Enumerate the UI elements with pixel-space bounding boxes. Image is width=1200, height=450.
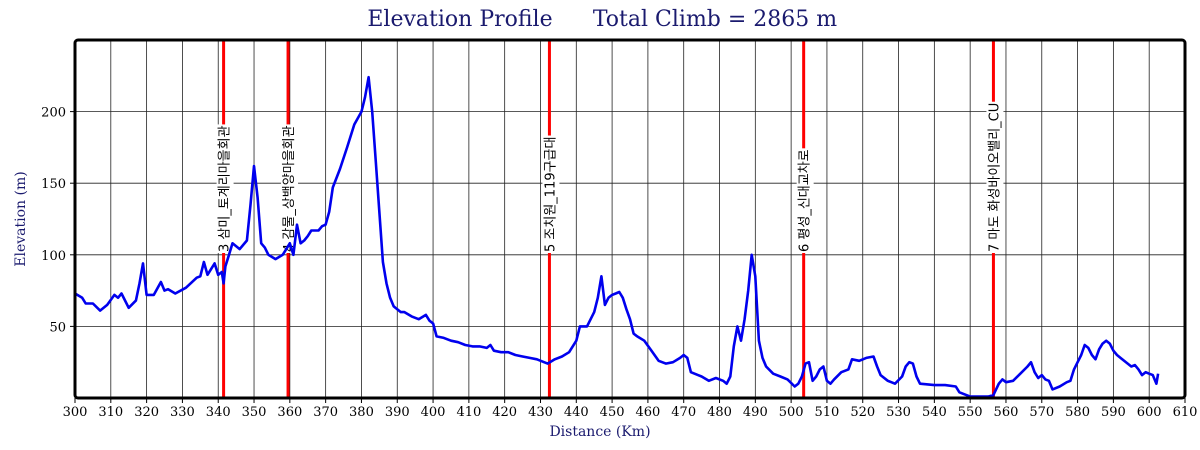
x-tick-label: 420 <box>492 405 517 420</box>
station-marker-label-bg <box>796 148 814 253</box>
elevation-line <box>74 75 1160 398</box>
station-marker-label: 6 평성_신대교차로 <box>798 149 813 252</box>
station-marker-label-bg <box>216 124 234 253</box>
elevation-series <box>74 75 1160 398</box>
x-tick-label: 580 <box>1065 405 1090 420</box>
station-marker-label-bg <box>986 101 1004 253</box>
x-tick-label: 560 <box>994 405 1019 420</box>
x-tick-label: 540 <box>922 405 947 420</box>
x-axis-ticks: 300 310 320 330 340 350 360 370 380 390 400 410 420 4… <box>63 398 1198 420</box>
station-markers: 3 삼미_토계리마을회관 4 감물_상백양마을회관 5 조치원_119구급대 6 평성… <box>216 40 1004 398</box>
x-tick-label: 440 <box>564 405 589 420</box>
x-tick-label: 520 <box>850 405 875 420</box>
x-tick-label: 360 <box>277 405 302 420</box>
x-tick-label: 500 <box>779 405 804 420</box>
x-tick-label: 600 <box>1137 405 1162 420</box>
y-axis-label: Elevation (m) <box>13 171 29 266</box>
x-tick-label: 380 <box>349 405 374 420</box>
station-marker-label: 7 마도 화성바이오밸리_CU <box>987 103 1002 252</box>
chart-title: Elevation Profile <box>367 7 552 32</box>
x-tick-label: 610 <box>1173 405 1198 420</box>
x-tick-label: 320 <box>134 405 159 420</box>
x-tick-label: 430 <box>528 405 553 420</box>
x-tick-label: 410 <box>456 405 481 420</box>
plot-frame <box>73 38 1187 400</box>
y-tick-label: 50 <box>49 320 66 335</box>
x-tick-label: 340 <box>206 405 231 420</box>
x-tick-label: 350 <box>242 405 267 420</box>
x-tick-label: 330 <box>170 405 195 420</box>
x-tick-label: 310 <box>98 405 123 420</box>
y-axis-ticks: 50 100 150 200 <box>41 106 75 335</box>
x-tick-label: 450 <box>600 405 625 420</box>
x-tick-label: 370 <box>313 405 338 420</box>
y-tick-label: 150 <box>41 177 66 192</box>
station-marker-label: 5 조치원_119구급대 <box>543 137 558 252</box>
x-tick-label: 390 <box>385 405 410 420</box>
x-tick-label: 300 <box>63 405 88 420</box>
station-marker-label-bg <box>542 135 560 253</box>
grid <box>75 40 1185 398</box>
station-marker-label: 3 삼미_토계리마을회관 <box>218 125 233 252</box>
x-axis-label: Distance (Km) <box>549 424 650 440</box>
chart-subtitle: Total Climb = 2865 m <box>593 7 837 32</box>
x-tick-label: 480 <box>707 405 732 420</box>
station-marker-label-bg <box>281 124 299 253</box>
x-tick-label: 570 <box>1029 405 1054 420</box>
x-tick-label: 460 <box>635 405 660 420</box>
x-tick-label: 400 <box>421 405 446 420</box>
x-tick-label: 510 <box>815 405 840 420</box>
x-tick-label: 590 <box>1101 405 1126 420</box>
x-tick-label: 530 <box>886 405 911 420</box>
x-tick-label: 490 <box>743 405 768 420</box>
station-marker-label: 4 감물_상백양마을회관 <box>282 125 297 252</box>
x-tick-label: 470 <box>671 405 696 420</box>
y-tick-label: 200 <box>41 106 66 121</box>
x-tick-label: 550 <box>958 405 983 420</box>
y-tick-label: 100 <box>41 249 66 264</box>
